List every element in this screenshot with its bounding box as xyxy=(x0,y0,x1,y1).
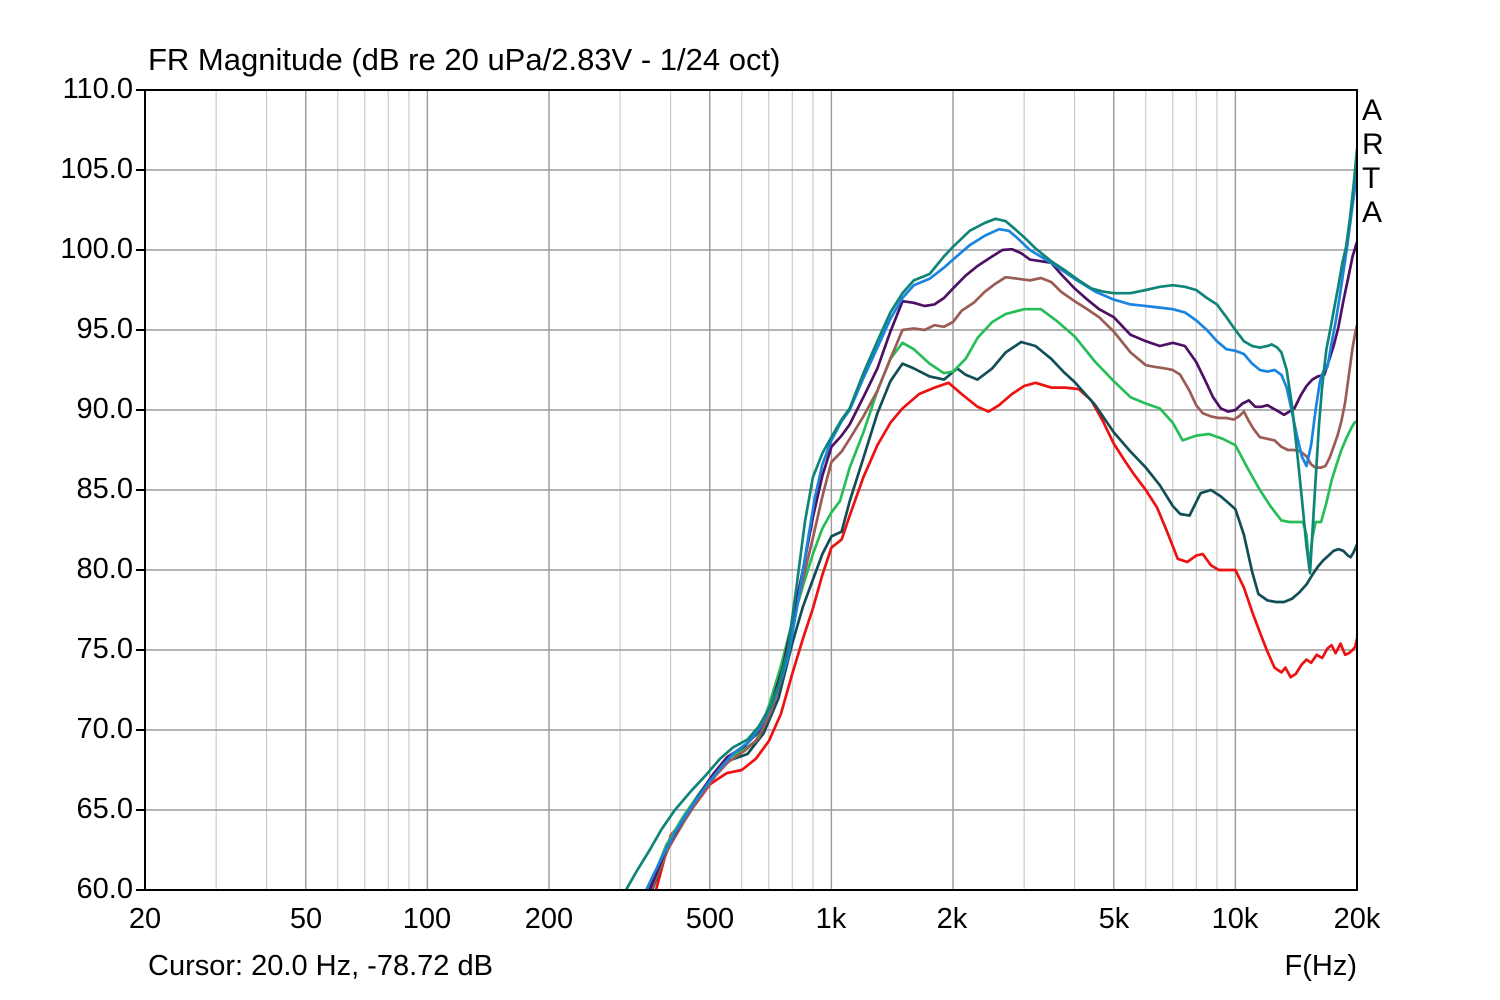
y-tick-label: 85.0 xyxy=(76,473,133,505)
arta-logo-letter: R xyxy=(1362,128,1384,161)
y-tick-label: 110.0 xyxy=(62,73,133,105)
x-tick-label: 200 xyxy=(524,903,574,935)
x-tick-label: 5k xyxy=(1098,903,1130,935)
x-axis-title: F(Hz) xyxy=(1284,950,1357,982)
x-tick-label: 10k xyxy=(1211,903,1259,935)
x-tick-label: 20 xyxy=(128,903,162,935)
arta-logo-letter: A xyxy=(1362,196,1383,229)
y-tick-label: 70.0 xyxy=(76,713,133,745)
x-tick-label: 100 xyxy=(402,903,452,935)
red-curve xyxy=(654,381,1357,890)
x-tick-label: 50 xyxy=(289,903,323,935)
y-tick-label: 60.0 xyxy=(76,873,133,905)
arta-logo: A R T A xyxy=(1362,94,1384,230)
y-tick-label: 65.0 xyxy=(76,793,133,825)
y-tick-label: 105.0 xyxy=(60,153,133,185)
y-tick-label: 90.0 xyxy=(76,393,133,425)
plot-border xyxy=(144,89,1358,891)
y-tick-label: 100.0 xyxy=(60,233,133,265)
y-tick-label: 80.0 xyxy=(76,553,133,585)
x-tick-label: 1k xyxy=(815,903,847,935)
dark-teal-curve xyxy=(650,340,1357,890)
cursor-readout: Cursor: 20.0 Hz, -78.72 dB xyxy=(148,950,493,982)
y-tick-label: 75.0 xyxy=(76,633,133,665)
y-tick-label: 95.0 xyxy=(76,313,133,345)
page-title: FR Magnitude (dB re 20 uPa/2.83V - 1/24 … xyxy=(148,42,781,77)
x-tick-label: 500 xyxy=(685,903,735,935)
arta-logo-letter: T xyxy=(1362,162,1381,195)
arta-logo-letter: A xyxy=(1362,94,1383,127)
green-curve xyxy=(646,307,1357,890)
x-tick-label: 2k xyxy=(936,903,968,935)
x-tick-label: 20k xyxy=(1333,903,1381,935)
blue-curve xyxy=(644,170,1357,890)
teal-curve xyxy=(624,147,1357,890)
brown-curve xyxy=(649,275,1357,890)
